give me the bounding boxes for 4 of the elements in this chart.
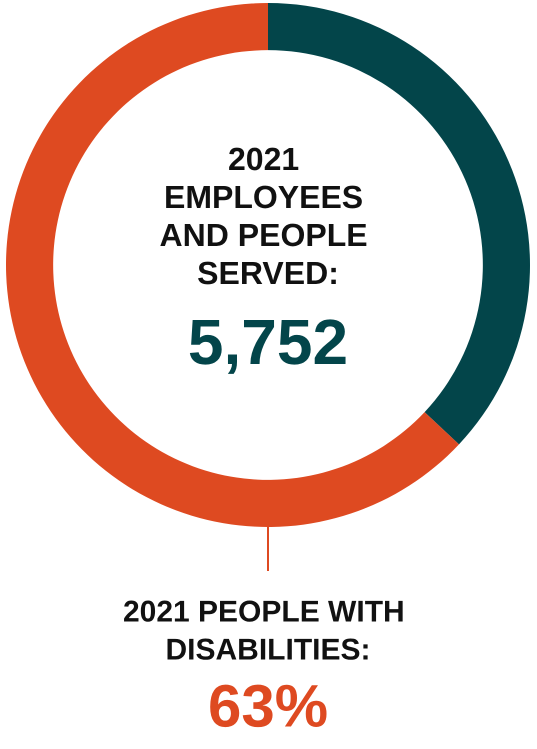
text: 2021 EMPLOYEES AND PEOPLE SERVED:: [160, 141, 376, 291]
text: 5,752: [188, 306, 348, 378]
data-label: 63%: [208, 672, 328, 740]
text: 2021 PEOPLE WITH DISABILITIES:: [122, 596, 414, 666]
